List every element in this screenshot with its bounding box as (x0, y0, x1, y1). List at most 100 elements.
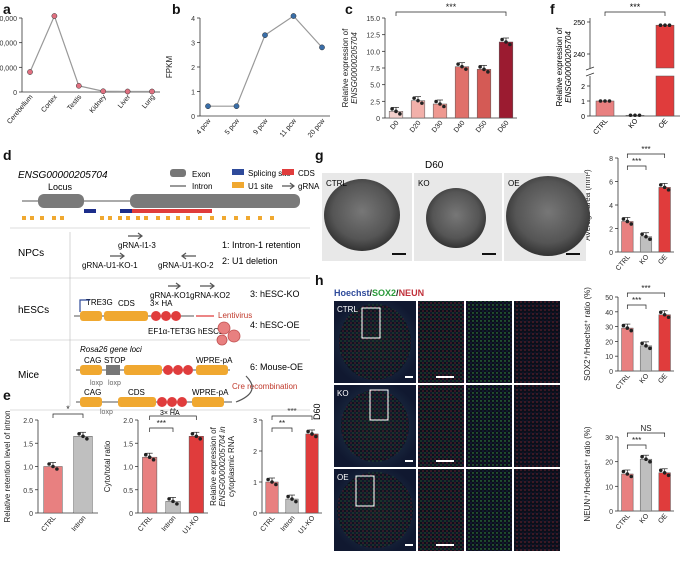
f-bar-lower (655, 75, 675, 117)
grna-i1-arrow (128, 232, 143, 240)
h1-point (644, 344, 648, 348)
loxp-label-3: loxp (100, 409, 113, 416)
e1-ytick-label: 2.0 (23, 418, 33, 425)
h2-sig-label: NS (640, 424, 651, 433)
e2-point (171, 499, 175, 504)
panel-letter-g: g (315, 147, 324, 163)
panel-h-images: Hoechst/SOX2/NEUN D60 CTRL KO (312, 288, 560, 551)
h1-bar (621, 327, 634, 372)
c-bar (476, 69, 492, 119)
f-bar-upper (655, 24, 675, 69)
g-point (621, 217, 626, 221)
panel-letter-f: f (550, 1, 555, 17)
g-sig-bracket (626, 165, 647, 170)
h-label-ko: KO (337, 389, 349, 398)
cds-legend-swatch (282, 169, 294, 175)
a-data-point (51, 13, 58, 19)
h2-point (666, 473, 671, 478)
a-x-label: Kidney (89, 93, 108, 114)
g-point (666, 188, 671, 192)
g-bar (621, 221, 634, 253)
stop-block (106, 365, 120, 375)
b-series-line (208, 15, 323, 107)
h1-x-label: OE (657, 373, 669, 386)
c-point (486, 70, 490, 74)
u1-legend-label: U1 site (248, 182, 273, 191)
c-point (482, 67, 486, 72)
g-ytick-label: 0 (609, 250, 613, 257)
g-sig-bracket (626, 153, 666, 158)
f-point (667, 23, 672, 28)
b-ytick-label: 2 (191, 65, 195, 72)
g-point (640, 232, 644, 237)
c-point (500, 37, 504, 42)
c-x-label: D20 (409, 120, 423, 134)
hesc-cells (216, 321, 241, 346)
h2-point (621, 469, 626, 474)
grna-u1-ko2-arrow (181, 252, 196, 260)
e3-sig-bracket (271, 427, 293, 432)
e3-ytick-label: 0 (253, 511, 257, 518)
h1-ytick-label: 40 (605, 310, 613, 317)
f-bar (595, 100, 615, 117)
e2-point (143, 452, 148, 457)
f-ylabel: Relative expression of (555, 27, 564, 106)
h1-point (640, 341, 644, 346)
e1-ylabel: Relative retention level of intron (3, 410, 12, 522)
f-point (598, 99, 603, 103)
h2-sig-bracket (626, 432, 666, 437)
grna-u1-ko1-arrow (110, 252, 125, 260)
h2-bar (639, 458, 653, 512)
f-point (663, 23, 667, 28)
c-point (434, 99, 438, 104)
chart-b-fpkm-development: 0 1 2 3 4 FPKM 4 pcw 5 pcw 9 pcw 11 pcw 20 pcw (165, 13, 330, 139)
h-hoechst: Hoechst (334, 288, 370, 298)
b-x-label: 20 pcw (307, 117, 327, 139)
f-ytick-label: 1 (581, 99, 585, 106)
f-point (633, 113, 637, 118)
h1-ytick-label: 20 (605, 339, 613, 346)
a-data-point (124, 88, 131, 95)
f-point (658, 23, 663, 28)
f-point (628, 113, 633, 118)
e2-sig-bracket (149, 415, 197, 420)
g-x-label: CTRL (615, 254, 632, 273)
cds-block-2 (124, 365, 162, 375)
e3-x-label: Intron (280, 515, 297, 533)
ha-label-3: 3× HA (160, 410, 180, 417)
c-point (420, 101, 424, 105)
intron-legend-label: Intron (192, 182, 212, 191)
g-point (648, 237, 652, 242)
f-point (603, 99, 607, 103)
g-point (644, 234, 648, 239)
g-organoid-oe (506, 176, 590, 256)
tre3g-label: TRE3G (86, 298, 113, 307)
cag-label-2: CAG (84, 388, 101, 397)
splicing-legend-label: Splicing site (248, 169, 291, 178)
f-x-label: KO (628, 117, 640, 130)
e1-sig-bracket (52, 413, 84, 418)
h2-point (648, 459, 652, 464)
h2-ylabel: NEUN⁺/Hoechst⁺ ratio (%) (583, 426, 592, 521)
e3-point (290, 497, 294, 501)
h1-x-label: KO (639, 372, 651, 385)
h1-x-label: CTRL (615, 373, 632, 392)
cre-arrow (235, 375, 253, 403)
a-data-point (75, 82, 82, 89)
h2-bar (658, 472, 671, 512)
chart-h-neun-ratio: 0 10 20 30 NEUN⁺/Hoechst⁺ ratio (%) CTRL KO OE *… (583, 424, 674, 531)
h-row-oe: OE (334, 469, 560, 551)
grna-ko2-label: gRNA-KO2 (190, 291, 231, 300)
h2-sig-label: *** (632, 436, 641, 445)
c-bar (454, 66, 470, 119)
a-ytick-label: 0 (13, 90, 17, 97)
h1-bar (658, 314, 671, 372)
b-x-label: 5 pcw (224, 117, 242, 136)
c-point (460, 64, 464, 69)
c-ytick-label: 2.5 (370, 99, 380, 106)
ef1a-label: EF1α-TET3G hESCs (148, 327, 223, 336)
grna-legend-arrow (282, 182, 295, 190)
g-day-label: D60 (425, 160, 444, 171)
b-data-point (262, 32, 268, 39)
b-ytick-label: 3 (191, 41, 195, 48)
